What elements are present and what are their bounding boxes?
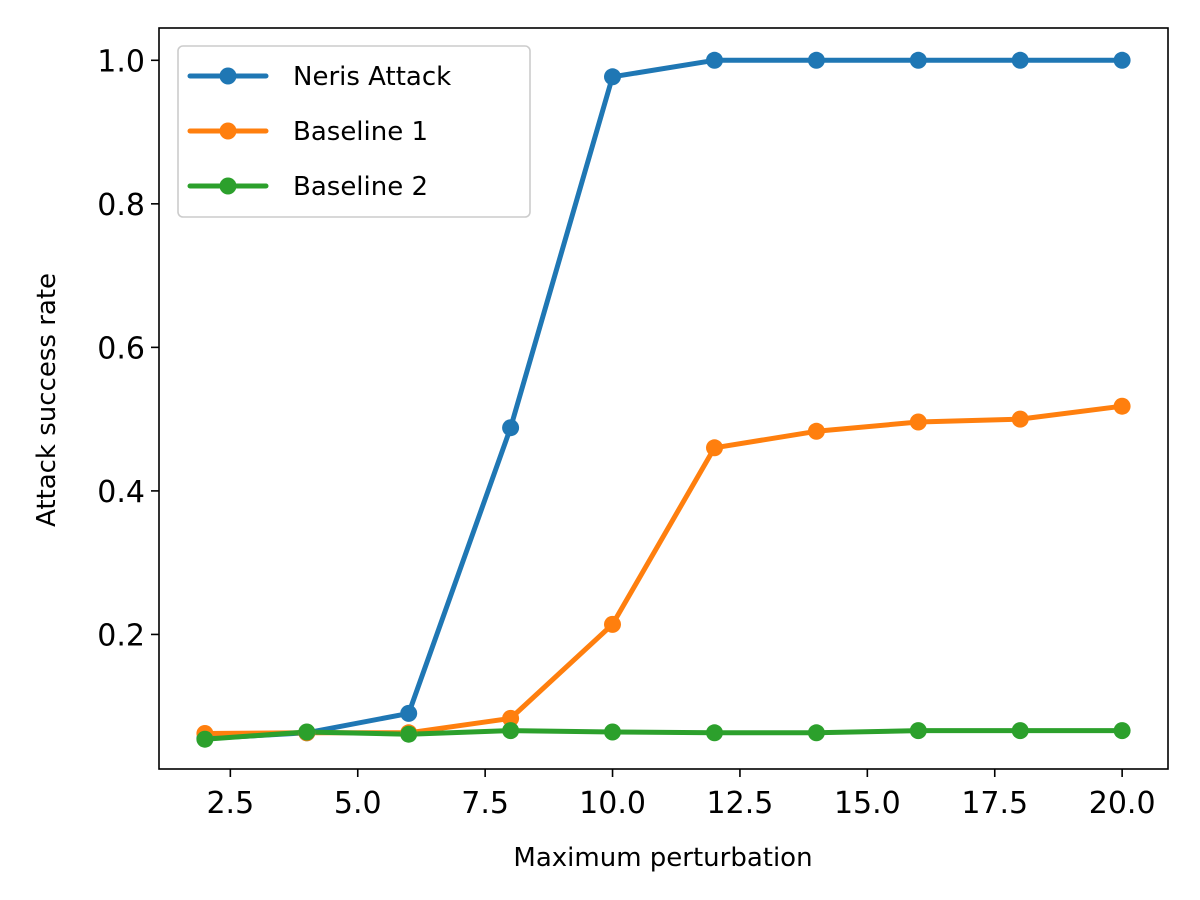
x-tick-label: 10.0 [579,786,646,821]
legend-swatch-marker-baseline-1 [219,122,237,140]
y-tick-label: 0.2 [97,618,145,653]
data-point-neris-attack [400,704,418,722]
data-point-baseline-2 [807,724,825,742]
legend-label-neris-attack: Neris Attack [293,62,451,92]
data-point-neris-attack [1011,51,1029,69]
data-point-baseline-2 [604,723,621,741]
data-point-neris-attack [502,419,520,437]
data-point-baseline-2 [909,722,927,740]
legend-swatch-marker-baseline-2 [219,177,237,195]
legend-label-baseline-1: Baseline 1 [293,117,428,147]
data-point-baseline-1 [807,422,825,440]
series-line-baseline-2 [202,728,1125,742]
x-tick-label: 5.0 [334,786,382,821]
y-tick-label: 1.0 [97,44,145,79]
data-point-neris-attack [1113,51,1131,69]
series-line-neris-attack [202,57,1125,741]
data-point-baseline-1 [1011,410,1029,428]
legend: Neris Attack Baseline 1 Baseline 2 [177,45,531,218]
x-axis-label: Maximum perturbation [513,843,812,873]
data-point-baseline-2 [502,722,520,740]
y-axis-label: Attack success rate [32,273,62,527]
data-point-baseline-2 [298,723,316,741]
data-point-baseline-2 [706,724,723,742]
x-tick-label: 20.0 [1089,786,1156,821]
legend-swatch-marker-neris-attack [219,67,237,85]
data-point-neris-attack [807,51,825,69]
axes-frame [158,27,1169,770]
data-point-baseline-2 [400,725,418,743]
data-point-baseline-2 [1011,722,1029,740]
x-tick-label: 7.5 [461,786,509,821]
data-point-baseline-1 [706,439,723,457]
data-point-baseline-1 [909,413,927,431]
data-point-neris-attack [604,68,621,86]
data-point-neris-attack [909,51,927,69]
data-point-baseline-1 [502,709,520,727]
legend-box [177,45,531,218]
data-point-baseline-2 [1113,722,1131,740]
x-tick-label: 17.5 [961,786,1028,821]
plot-area [196,51,1131,748]
legend-label-baseline-2: Baseline 2 [293,172,428,202]
y-tick-label: 0.6 [97,331,145,366]
y-tick-label: 0.8 [97,188,145,223]
x-tick-label: 12.5 [707,786,774,821]
axes: 2.5 5.0 7.5 10.0 12.5 15.0 17.5 20.0 0.2 0.4 0.6 0.… [97,27,1169,821]
x-tick-label: 15.0 [834,786,901,821]
data-point-baseline-1 [1113,397,1131,415]
x-tick-label: 2.5 [206,786,254,821]
data-point-baseline-1 [604,615,621,633]
data-point-neris-attack [706,51,723,69]
data-point-baseline-2 [196,730,214,748]
y-tick-label: 0.4 [97,475,145,510]
